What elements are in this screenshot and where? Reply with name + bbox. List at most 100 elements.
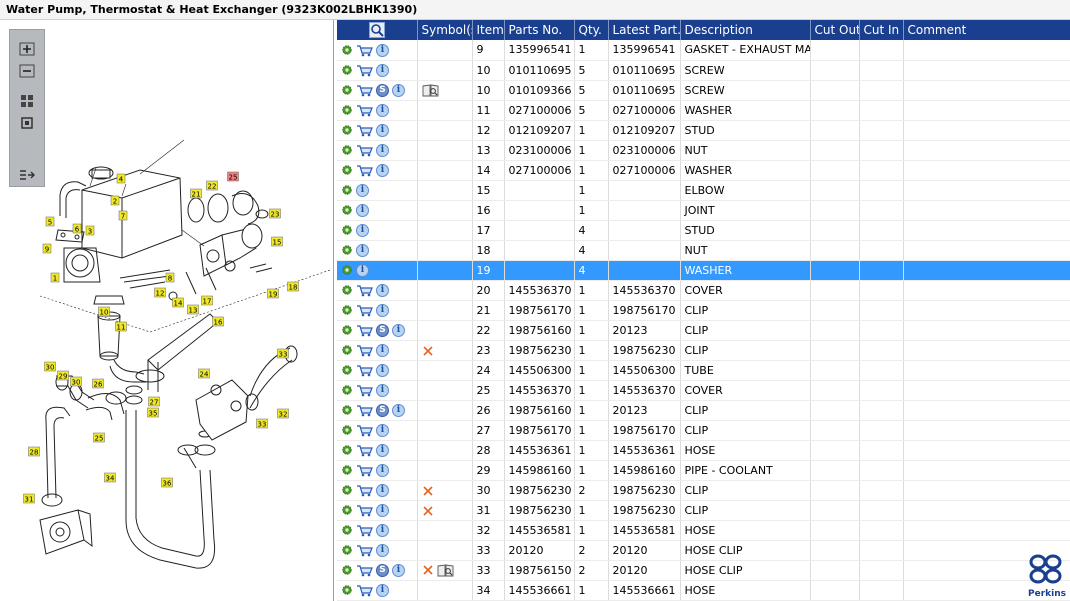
qty-cell[interactable]: 4 [574, 260, 609, 281]
callout-25[interactable]: 25 [227, 171, 239, 182]
cut-out-cell[interactable] [810, 500, 860, 521]
table-row[interactable]: i 28 145536361 1 145536361 HOSE [337, 440, 1070, 461]
description-cell[interactable]: PIPE - COOLANT [680, 460, 811, 481]
table-row[interactable]: i 19 4 WASHER [337, 260, 1070, 281]
latest-part-cell[interactable]: 010110695 [608, 80, 681, 101]
qty-cell[interactable]: 4 [574, 240, 609, 261]
table-row[interactable]: i 18 4 NUT [337, 240, 1070, 261]
qty-cell[interactable]: 1 [574, 280, 609, 301]
part-no-cell[interactable] [504, 220, 575, 241]
symbols-cell[interactable] [417, 60, 473, 81]
add-to-cart-icon[interactable] [356, 564, 373, 577]
table-row[interactable]: i 29 145986160 1 145986160 PIPE - COOLANT [337, 460, 1070, 481]
supersession-icon[interactable]: S [376, 403, 389, 417]
symbols-cell[interactable] [417, 180, 473, 201]
cut-in-cell[interactable] [859, 100, 904, 121]
info-icon[interactable]: i [376, 103, 389, 117]
qty-cell[interactable]: 5 [574, 80, 609, 101]
callout-16[interactable]: 16 [212, 316, 224, 327]
item-cell[interactable]: 18 [472, 240, 505, 261]
cut-out-cell[interactable] [810, 320, 860, 341]
actions-cell[interactable]: i [337, 340, 418, 361]
info-icon[interactable]: i [392, 403, 405, 417]
callout-26[interactable]: 26 [92, 378, 104, 389]
zoom-out-button[interactable] [17, 62, 37, 80]
table-row[interactable]: i 14 027100006 1 027100006 WASHER [337, 160, 1070, 181]
configure-icon[interactable] [341, 444, 353, 456]
supersession-icon[interactable]: S [376, 563, 389, 577]
comment-cell[interactable] [903, 140, 1070, 161]
info-icon[interactable]: i [376, 43, 389, 57]
cut-in-cell[interactable] [859, 380, 904, 401]
cut-out-cell[interactable] [810, 160, 860, 181]
cut-in-cell[interactable] [859, 320, 904, 341]
configure-icon[interactable] [341, 404, 353, 416]
column-header-cut-out[interactable]: Cut Out [810, 20, 860, 40]
illustration-ref-icon[interactable] [437, 564, 454, 577]
part-no-cell[interactable]: 145506300 [504, 360, 575, 381]
callout-5[interactable]: 5 [45, 216, 55, 227]
add-to-cart-icon[interactable] [356, 84, 373, 97]
part-no-cell[interactable]: 198756160 [504, 400, 575, 421]
actions-cell[interactable]: i [337, 300, 418, 321]
info-icon[interactable]: i [376, 363, 389, 377]
info-icon[interactable]: i [376, 423, 389, 437]
table-row[interactable]: i 10 010110695 5 010110695 SCREW [337, 60, 1070, 81]
column-header-latest-part[interactable]: Latest Part... [608, 20, 681, 40]
actions-cell[interactable]: i [337, 200, 418, 221]
column-header-actions[interactable] [337, 20, 418, 40]
item-cell[interactable]: 29 [472, 460, 505, 481]
column-header-comment[interactable]: Comment [903, 20, 1070, 40]
part-no-cell[interactable]: 198756230 [504, 480, 575, 501]
comment-cell[interactable] [903, 180, 1070, 201]
configure-icon[interactable] [341, 524, 353, 536]
exploded-parts-diagram[interactable]: 4273569121222523158101214131617191811243… [0, 20, 334, 601]
cut-in-cell[interactable] [859, 540, 904, 561]
callout-10[interactable]: 10 [98, 306, 110, 317]
comment-cell[interactable] [903, 120, 1070, 141]
callout-9[interactable]: 9 [42, 243, 52, 254]
item-cell[interactable]: 12 [472, 120, 505, 141]
part-no-cell[interactable]: 145536581 [504, 520, 575, 541]
actions-cell[interactable]: i [337, 280, 418, 301]
callout-12[interactable]: 12 [154, 287, 166, 298]
part-no-cell[interactable] [504, 260, 575, 281]
configure-icon[interactable] [341, 584, 353, 596]
add-to-cart-icon[interactable] [356, 104, 373, 117]
callout-3[interactable]: 3 [85, 225, 95, 236]
qty-cell[interactable]: 1 [574, 460, 609, 481]
actions-cell[interactable]: i [337, 360, 418, 381]
description-cell[interactable]: TUBE [680, 360, 811, 381]
item-cell[interactable]: 19 [472, 260, 505, 281]
latest-part-cell[interactable]: 20120 [608, 560, 681, 581]
qty-cell[interactable]: 5 [574, 60, 609, 81]
table-row[interactable]: i 12 012109207 1 012109207 STUD [337, 120, 1070, 141]
cut-in-cell[interactable] [859, 560, 904, 581]
cut-in-cell[interactable] [859, 40, 904, 61]
configure-icon[interactable] [341, 44, 353, 56]
description-cell[interactable]: HOSE [680, 440, 811, 461]
qty-cell[interactable]: 2 [574, 540, 609, 561]
symbols-cell[interactable] [417, 120, 473, 141]
part-no-cell[interactable]: 135996541 [504, 40, 575, 61]
comment-cell[interactable] [903, 360, 1070, 381]
cut-out-cell[interactable] [810, 240, 860, 261]
configure-icon[interactable] [341, 484, 353, 496]
actions-cell[interactable]: i [337, 60, 418, 81]
description-cell[interactable]: HOSE [680, 580, 811, 601]
callout-30[interactable]: 30 [44, 361, 56, 372]
item-cell[interactable]: 33 [472, 560, 505, 581]
latest-part-cell[interactable]: 145506300 [608, 360, 681, 381]
latest-part-cell[interactable]: 135996541 [608, 40, 681, 61]
comment-cell[interactable] [903, 160, 1070, 181]
cut-in-cell[interactable] [859, 220, 904, 241]
description-cell[interactable]: HOSE CLIP [680, 540, 811, 561]
add-to-cart-icon[interactable] [356, 524, 373, 537]
latest-part-cell[interactable] [608, 180, 681, 201]
description-cell[interactable]: CLIP [680, 320, 811, 341]
cut-out-cell[interactable] [810, 540, 860, 561]
configure-icon[interactable] [341, 304, 353, 316]
part-no-cell[interactable]: 198756170 [504, 300, 575, 321]
symbols-cell[interactable] [417, 460, 473, 481]
